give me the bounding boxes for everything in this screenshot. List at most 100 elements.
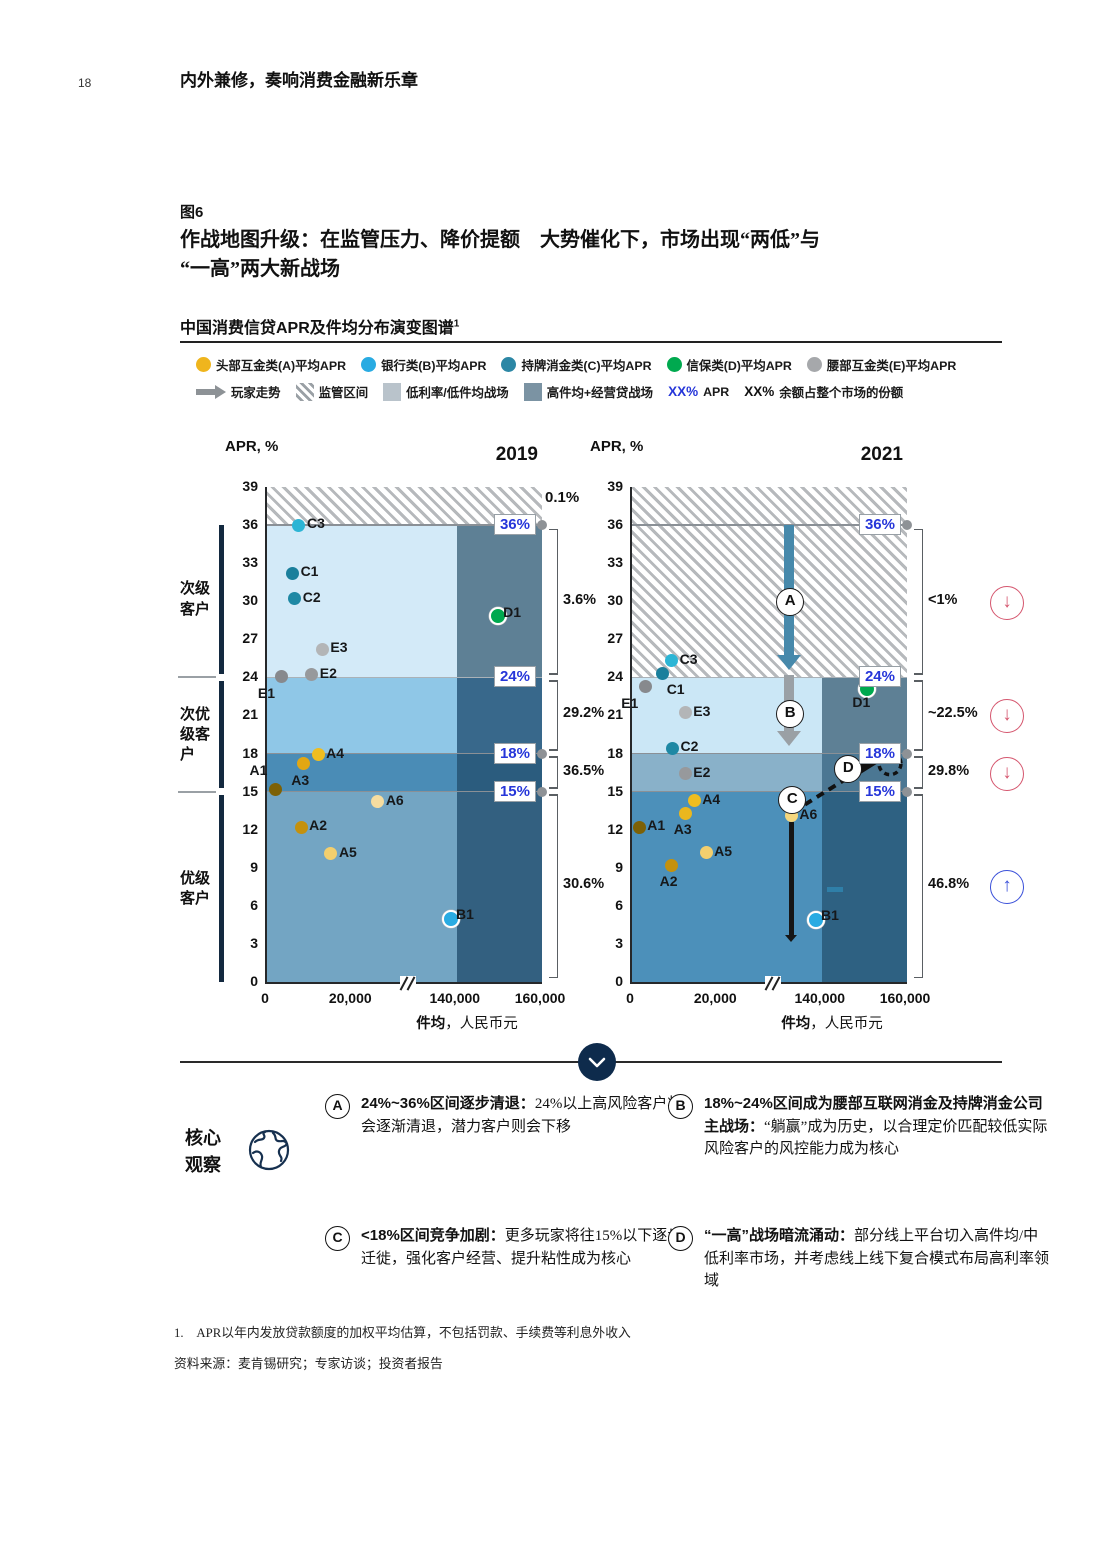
- share-bracket-cap: [914, 749, 922, 751]
- share-value-label: 3.6%: [562, 590, 598, 609]
- data-point-C1: [656, 667, 670, 681]
- axis-break: [764, 976, 781, 992]
- segment-label: 优级 客户: [180, 870, 211, 907]
- share-bracket-cap: [914, 787, 922, 790]
- data-point-E2: [678, 767, 692, 781]
- data-point-label-A6: A6: [385, 791, 404, 808]
- share-bracket-cap: [549, 673, 557, 675]
- y-axis: 39 36 33 30 27 24 21 18 15 12 9 6 3 0: [590, 478, 623, 989]
- share-bracket-cap: [549, 679, 557, 682]
- apr-threshold-label-36: 36%: [858, 514, 901, 536]
- y-tick-0: 0: [615, 973, 623, 989]
- segment-label: 次级 客户: [180, 581, 211, 618]
- apr-threshold-label-24: 24%: [858, 666, 901, 688]
- globe-icon: [246, 1127, 292, 1173]
- data-point-label-C3: C3: [306, 515, 325, 532]
- data-point-label-B1: B1: [456, 906, 474, 922]
- apr-axis-title: APR, %: [225, 438, 279, 455]
- legend-markers-row: 玩家走势 监管区间 低利率/低件均战场 高件均+经营贷战场 XX% APR XX% 余额占整个…: [196, 378, 1016, 405]
- apr-gridline-36: [267, 524, 542, 526]
- data-point-label-A1: A1: [647, 817, 666, 834]
- share-bracket-cap: [914, 528, 922, 531]
- legend-label: 高件均+经营贷战场: [546, 385, 654, 400]
- observation-A: A 24%~36%区间逐步清退：24%以上高风险客户将会逐渐清退，潜力客户则会下…: [325, 1093, 691, 1138]
- x-tick-0: 0: [626, 990, 634, 1006]
- arrow-icon: [196, 384, 226, 399]
- apr-gridline-24: [267, 676, 542, 678]
- chart-header: APR, % 2019: [225, 438, 540, 484]
- data-point-C2: [288, 592, 302, 606]
- key-observations-heading: 核心 观察: [185, 1125, 221, 1179]
- y-tick-0: 0: [250, 973, 258, 989]
- marker-D-icon: D: [668, 1226, 693, 1251]
- high-ticket-column-segment: [456, 791, 542, 982]
- data-point-E1: [275, 669, 289, 683]
- segment-bar: [219, 795, 224, 982]
- data-point-label-E2: E2: [319, 664, 337, 681]
- data-point-label-C3: C3: [679, 650, 698, 667]
- share-bracket-line: [922, 794, 923, 979]
- share-bracket-cap: [549, 528, 557, 531]
- apr-gridline-36: [632, 524, 907, 526]
- data-point-label-C2: C2: [302, 588, 321, 605]
- legend-series-item: 腰部互金类(E)平均APR: [806, 356, 956, 374]
- x-tick-160000: 160,000: [514, 990, 566, 1006]
- segment-bar: [219, 681, 224, 788]
- y-tick-24: 24: [242, 668, 258, 685]
- y-tick-21: 21: [242, 706, 258, 723]
- market-edge-dot-15: [537, 786, 547, 797]
- x-axis: 0 20,000 140,000 160,000: [261, 976, 565, 1010]
- y-tick-27: 27: [242, 630, 258, 647]
- subtitle-rule: [180, 341, 1002, 343]
- x-tick-20000: 20,000: [328, 990, 372, 1006]
- y-tick-18: 18: [607, 744, 623, 761]
- share-bracket-line: [557, 679, 558, 751]
- legend-series-item: 信保类(D)平均APR: [666, 356, 792, 374]
- share-bracket-line: [922, 756, 923, 790]
- y-tick-24: 24: [607, 668, 623, 685]
- marker-A-icon: A: [325, 1094, 350, 1119]
- apr-gridline-15: [632, 790, 907, 793]
- data-point-E3: [315, 642, 329, 656]
- share-bracket-cap: [914, 756, 922, 758]
- x-tick-0: 0: [261, 990, 269, 1006]
- share-value-label: 29.8%: [927, 761, 971, 780]
- footnote-1: 1. APR以年内发放贷款额度的加权平均估算，不包括罚款、手续费等利息外收入: [174, 1326, 631, 1340]
- legend-marker-item: XX% APR: [668, 384, 729, 399]
- series-dot-icon: [666, 357, 682, 372]
- key-observations: 核心 观察 A 24%~36%区间逐步清退：24%以上高风险客户将会逐渐清退，潜…: [180, 1085, 1060, 1320]
- marker-B-icon: B: [668, 1094, 693, 1119]
- source-line: 资料来源：麦肯锡研究；专家访谈；投资者报告: [174, 1356, 443, 1371]
- y-tick-36: 36: [242, 516, 258, 533]
- share-bracket-cap: [914, 673, 922, 675]
- y-tick-21: 21: [607, 706, 623, 723]
- x-axis-title: 件均，人民币元: [416, 1016, 518, 1032]
- data-point-label-A3: A3: [673, 821, 692, 838]
- chart-subtitle: 中国消费信贷APR及件均分布演变图谱1: [180, 314, 459, 338]
- x-tick-20000: 20,000: [693, 990, 737, 1006]
- high-ticket-column-segment: [821, 791, 907, 982]
- data-point-E2: [305, 668, 319, 682]
- report-header-title: 内外兼修，奏响消费金融新乐章: [180, 71, 418, 90]
- data-point-A3: [296, 757, 310, 771]
- chevron-down-icon: [578, 1043, 616, 1081]
- observation-D: D “一高”战场暗流涌动：部分线上平台切入高件均/中低利率市场，并考虑线上线下复…: [668, 1225, 1052, 1293]
- data-point-label-C1: C1: [300, 563, 319, 580]
- share-bracket-cap: [549, 749, 557, 751]
- market-edge-dot-36: [902, 520, 912, 531]
- legend-marker-item: 低利率/低件均战场: [383, 382, 509, 401]
- series-dot-icon: [196, 357, 211, 372]
- legend-label: 头部互金类(A)平均APR: [216, 358, 347, 373]
- share-bracket-line: [922, 528, 923, 675]
- apr-gridline-15: [267, 790, 542, 793]
- chart-subtitle-text: 中国消费信贷APR及件均分布演变图谱: [180, 320, 454, 337]
- data-point-C3: [665, 654, 679, 668]
- legend-label: 银行类(B)平均APR: [381, 358, 487, 373]
- marker-B: B: [776, 699, 805, 728]
- xx-percent-key: XX%: [744, 384, 775, 399]
- trend-down-icon: ↓: [990, 756, 1024, 791]
- apr-gridline-18: [632, 752, 907, 755]
- heading-line2: 观察: [185, 1155, 221, 1175]
- data-point-label-A1: A1: [249, 762, 268, 779]
- data-point-label-E3: E3: [693, 702, 711, 719]
